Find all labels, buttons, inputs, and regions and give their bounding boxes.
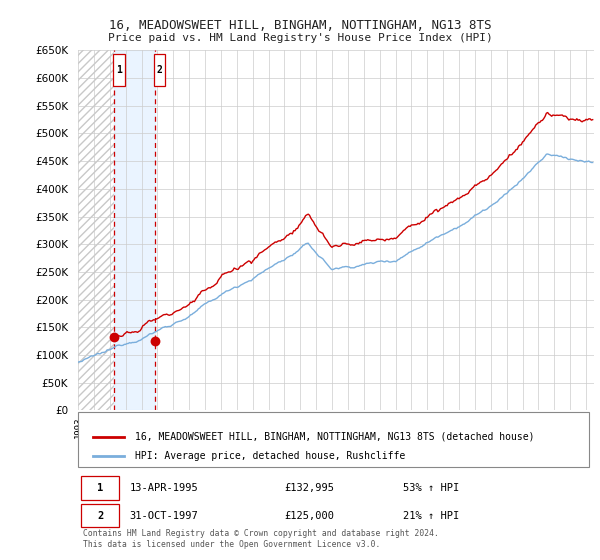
Text: 53% ↑ HPI: 53% ↑ HPI <box>403 483 460 493</box>
Text: 1: 1 <box>116 66 122 76</box>
FancyBboxPatch shape <box>80 504 119 528</box>
Bar <box>113 54 125 86</box>
Text: Contains HM Land Registry data © Crown copyright and database right 2024.
This d: Contains HM Land Registry data © Crown c… <box>83 529 439 549</box>
Text: 1: 1 <box>97 483 103 493</box>
Bar <box>78 50 114 410</box>
Text: Price paid vs. HM Land Registry's House Price Index (HPI): Price paid vs. HM Land Registry's House … <box>107 33 493 43</box>
Text: 13-APR-1995: 13-APR-1995 <box>130 483 199 493</box>
Text: HPI: Average price, detached house, Rushcliffe: HPI: Average price, detached house, Rush… <box>135 451 405 461</box>
Text: 31-OCT-1997: 31-OCT-1997 <box>130 511 199 521</box>
Point <box>150 337 160 346</box>
Text: 21% ↑ HPI: 21% ↑ HPI <box>403 511 460 521</box>
Text: 16, MEADOWSWEET HILL, BINGHAM, NOTTINGHAM, NG13 8TS: 16, MEADOWSWEET HILL, BINGHAM, NOTTINGHA… <box>109 18 491 32</box>
FancyBboxPatch shape <box>80 476 119 500</box>
Bar <box>154 54 165 86</box>
Text: 2: 2 <box>157 66 163 76</box>
Point <box>109 332 119 341</box>
Bar <box>114 50 155 410</box>
FancyBboxPatch shape <box>78 412 589 467</box>
Text: £132,995: £132,995 <box>284 483 334 493</box>
Text: 16, MEADOWSWEET HILL, BINGHAM, NOTTINGHAM, NG13 8TS (detached house): 16, MEADOWSWEET HILL, BINGHAM, NOTTINGHA… <box>135 432 534 442</box>
Text: 2: 2 <box>97 511 103 521</box>
Text: £125,000: £125,000 <box>284 511 334 521</box>
